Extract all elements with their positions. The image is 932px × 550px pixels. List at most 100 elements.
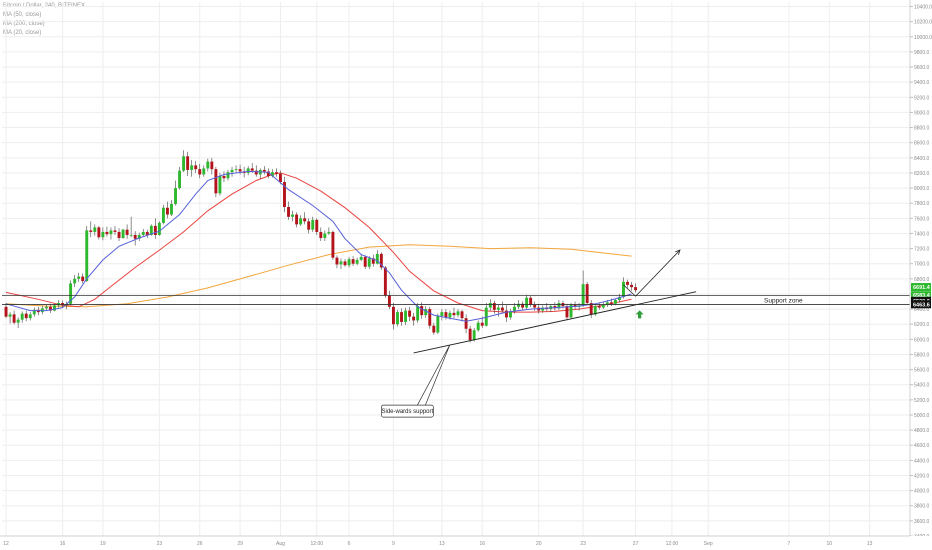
indicator-ma20-label[interactable]: MA (20, close) [3, 30, 42, 36]
candle-body [533, 304, 537, 308]
price-tick-label: 7600.0 [914, 216, 930, 222]
indicator-ma200-label[interactable]: MA (200, close) [3, 21, 45, 27]
candle-body [484, 307, 488, 326]
candle-body [182, 156, 186, 171]
price-tick-label: 6400.0 [914, 307, 930, 313]
price-tick-label: 8000.0 [914, 186, 930, 192]
price-tick-label: 4400.0 [914, 458, 930, 464]
ma50-line [5, 172, 632, 313]
candle-body [557, 303, 561, 309]
candle-body [218, 175, 222, 194]
candle-body [327, 231, 331, 234]
chart-header-symbol[interactable]: Bitcoin / Dollar, 240, BITFINEX [3, 3, 86, 9]
candle-body [206, 161, 210, 169]
candle-body [488, 303, 492, 308]
price-tick-label: 9400.0 [914, 80, 930, 86]
candle-body [408, 310, 412, 317]
time-tick-label: 12:00 [311, 541, 324, 547]
candle-body [254, 170, 258, 175]
candle-body [121, 229, 125, 238]
candle-body [210, 161, 214, 170]
candle-body [287, 206, 290, 217]
candle-body [113, 230, 117, 232]
candle-body [307, 221, 311, 230]
price-tick-label: 8800.0 [914, 126, 930, 132]
drawing-layer[interactable]: Support zone Side-wards support [2, 249, 910, 418]
price-axis[interactable]: 3400.03600.03800.04000.04200.04400.04600… [909, 0, 932, 550]
candle-body [517, 303, 521, 307]
price-tick-label: 5800.0 [914, 352, 930, 358]
candle-body [440, 312, 444, 316]
time-tick-label: 29 [237, 541, 243, 547]
candle-body [246, 168, 250, 173]
indicator-ma50-label[interactable]: MA (50, close) [3, 12, 42, 18]
time-tick-label: 13 [439, 541, 445, 547]
projection-down-line [623, 284, 636, 297]
price-tick-label: 9600.0 [914, 65, 930, 71]
candlestick-series [4, 150, 638, 343]
candle-body [8, 314, 12, 317]
price-tick-label: 4200.0 [914, 473, 930, 479]
candle-body [513, 306, 516, 312]
candle-body [24, 313, 28, 319]
candle-body [238, 169, 242, 172]
price-tick-label: 4600.0 [914, 443, 930, 449]
candle-body [581, 284, 585, 306]
time-tick-label: 19 [100, 541, 106, 547]
price-badge-label: 6583.4 [913, 293, 931, 299]
ma200-line [5, 244, 632, 308]
candle-body [593, 306, 597, 315]
price-tick-label: 10400.0 [914, 5, 932, 11]
candle-body [315, 219, 319, 232]
candle-body [569, 304, 573, 318]
projection-up-arrow-line [635, 249, 681, 297]
price-badge-label: 6463.6 [913, 302, 930, 308]
candle-body [283, 182, 286, 207]
time-tick-label: 13 [867, 541, 873, 547]
candle-body [69, 283, 73, 304]
callout-box [380, 404, 434, 418]
candle-body [472, 330, 476, 341]
candle-body [630, 284, 633, 288]
projection-up-arrow-head [675, 249, 681, 255]
time-tick-label: 7 [788, 541, 791, 547]
candle-body [476, 322, 480, 331]
price-tick-label: 9200.0 [914, 95, 930, 101]
candle-body [133, 234, 137, 239]
candle-body [375, 253, 379, 264]
candle-body [295, 214, 299, 225]
candle-body [226, 172, 230, 179]
candle-body [303, 218, 307, 222]
candle-body [383, 267, 387, 296]
candle-body [339, 261, 343, 265]
time-tick-label: Aug [276, 541, 285, 547]
candle-body [331, 231, 335, 258]
candle-body [492, 303, 496, 310]
price-badge-label: 6691.4 [913, 285, 931, 291]
candle-body [234, 169, 238, 170]
candle-body [626, 281, 629, 285]
candle-body [178, 170, 182, 189]
candle-body [573, 304, 577, 307]
candle-body [387, 295, 391, 307]
candle-body [428, 309, 432, 326]
candle-body [617, 296, 621, 301]
ma200-path [5, 244, 632, 308]
candle-body [460, 311, 464, 319]
candle-body [161, 207, 165, 223]
time-tick-label: Sep [704, 541, 713, 547]
candle-body [541, 307, 545, 311]
candle-body [270, 172, 274, 176]
ma20-line [5, 170, 632, 322]
candle-body [525, 297, 529, 308]
candle-body [323, 233, 327, 238]
candle-body [448, 312, 452, 318]
candle-body [4, 306, 8, 317]
candle-body [12, 314, 16, 323]
candle-body [597, 306, 601, 308]
candle-body [319, 231, 323, 238]
time-axis[interactable]: 12 16 19 23 26 29 Aug 12:00 6 9 13 16 20 23 27 12:00 Sep… [0, 535, 932, 550]
candle-body [585, 284, 589, 304]
price-tick-label: 10200.0 [914, 20, 932, 26]
